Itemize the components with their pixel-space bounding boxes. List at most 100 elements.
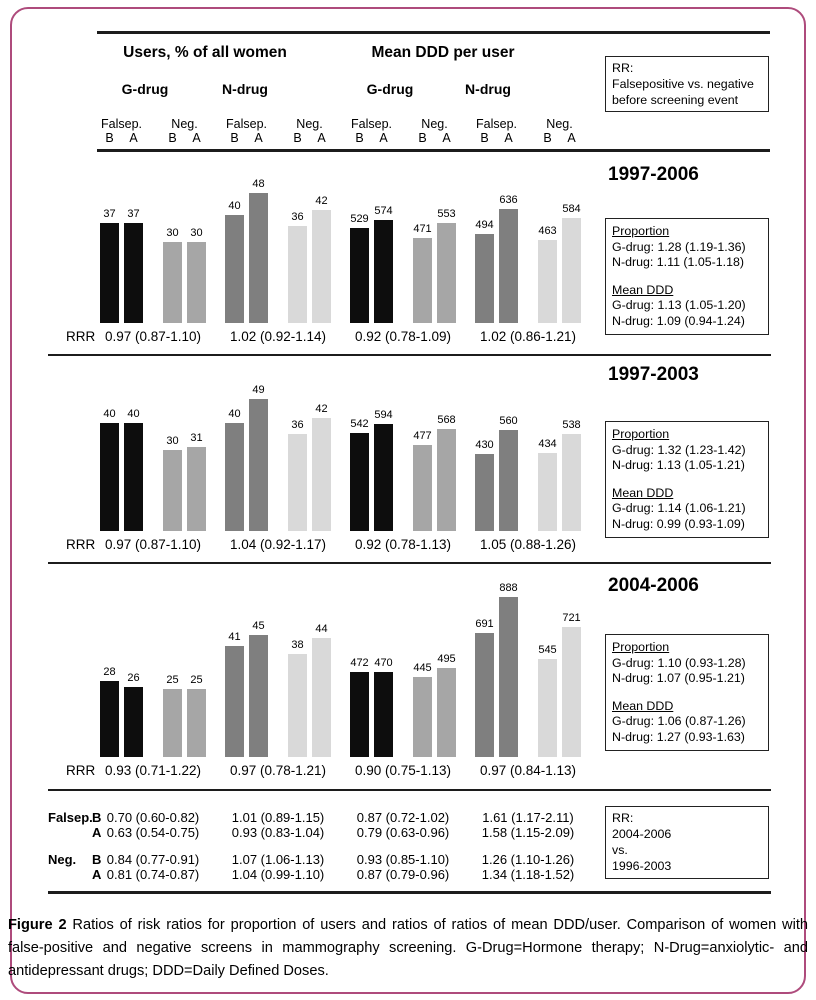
figure-caption: Figure 2 Ratios of risk ratios for propo… [8,914,808,983]
rrr-value: 0.97 (0.78-1.21) [229,763,327,778]
rrr-value: 0.97 (0.84-1.13) [479,763,577,778]
bar [499,209,518,323]
pair-label: Falsep. [351,117,392,131]
bar [100,681,119,757]
info-box-line: N-drug: 1.07 (0.95-1.21) [612,671,745,685]
bar [475,234,494,323]
table-cell: 0.93 (0.83-1.04) [231,825,325,840]
bar [288,226,307,323]
bar-value-label: 560 [499,415,518,427]
bar-value-label: 36 [291,419,304,431]
table-cell: 1.01 (0.89-1.15) [231,810,325,825]
bar-value-label: 37 [103,208,116,220]
info-box-line: G-drug: 1.28 (1.19-1.36) [612,239,746,254]
bar [475,633,494,757]
figure-caption-text: Ratios of risk ratios for proportion of … [8,917,808,979]
bar [562,627,581,757]
bar [350,672,369,757]
bar-value-label: 28 [103,666,116,678]
bar [312,418,331,531]
bar-value-label: 40 [103,408,116,420]
rr-period-line: vs. [612,843,628,858]
bar [249,399,268,531]
bar-value-label: 25 [166,674,179,686]
bar [225,423,244,531]
info-box-line: Proportion [612,427,670,441]
bar-value-label: 30 [166,435,179,447]
bar [249,193,268,323]
bar [374,672,393,757]
bar [187,242,206,323]
bar-letter-label: A [192,131,201,145]
bar [100,223,119,323]
info-box-line: Mean DDD [612,485,674,500]
bar-letter-label: B [293,131,302,145]
table-row-letter: A [92,825,102,840]
rrr-value: 0.92 (0.78-1.13) [354,537,452,552]
bar-value-label: 40 [228,408,241,420]
bar-value-label: 42 [315,403,328,415]
users-group-title: Users, % of all women [123,44,287,61]
bar-value-label: 36 [291,211,304,223]
bar [163,689,182,757]
table-row-group-label: Falsep. [48,810,93,825]
bar-value-label: 445 [413,662,432,674]
table-cell: 1.26 (1.10-1.26) [481,852,575,867]
bar-letter-label: A [442,131,451,145]
bar [288,654,307,757]
bar-letter-label: A [317,131,326,145]
table-cell: 0.81 (0.74-0.87) [106,867,200,882]
bar-value-label: 545 [538,644,557,656]
bar [437,223,456,323]
bar [249,635,268,757]
bar [437,429,456,531]
bar [499,430,518,531]
bar-value-label: 463 [538,225,557,237]
bar-value-label: 574 [374,205,393,217]
table-cell: 1.07 (1.06-1.13) [231,852,325,867]
bar [288,434,307,531]
info-box-line: G-drug: 1.13 (1.05-1.20) [612,298,746,312]
bar-letter-label: B [480,131,489,145]
bar-value-label: 30 [190,227,203,239]
info-box-line: G-drug: 1.10 (0.93-1.28) [612,655,746,670]
bar-value-label: 42 [315,195,328,207]
bar-letter-label: B [418,131,427,145]
table-row-letter: A [92,867,102,882]
info-box-line: Proportion [612,640,670,654]
bar-value-label: 553 [437,208,456,220]
drug-label: N-drug [465,81,511,97]
table-cell: 0.70 (0.60-0.82) [106,810,200,825]
bar-value-label: 40 [127,408,140,420]
bar-value-label: 41 [228,631,241,643]
bar [374,424,393,531]
pair-label: Falsep. [476,117,517,131]
bar-value-label: 636 [499,194,518,206]
bar-value-label: 430 [475,439,494,451]
pair-label: Neg. [546,117,573,131]
pair-label: Neg. [421,117,448,131]
info-box-line [612,474,762,486]
bar [187,689,206,757]
bar [187,447,206,531]
bar-value-label: 568 [437,414,456,426]
bar-value-label: 584 [562,203,581,215]
rrr-label: RRR [66,537,96,552]
bar [124,423,143,531]
bar-value-label: 44 [315,623,328,635]
info-box-line: N-drug: 1.27 (0.93-1.63) [612,729,745,744]
table-cell: 0.93 (0.85-1.10) [356,852,450,867]
figure-border [10,7,806,994]
bar-letter-label: B [105,131,114,145]
bar-value-label: 542 [350,418,369,430]
info-box: Proportion G-drug: 1.32 (1.23-1.42) N-drug… [605,421,769,538]
bar [437,668,456,757]
bar [475,454,494,531]
bar-value-label: 470 [374,657,393,669]
info-box-line: G-drug: 1.32 (1.23-1.42) [612,442,746,457]
drug-label: N-drug [222,81,268,97]
rrr-value: 0.92 (0.78-1.09) [354,329,452,344]
table-row-letter: B [92,852,102,867]
bar [413,238,432,323]
